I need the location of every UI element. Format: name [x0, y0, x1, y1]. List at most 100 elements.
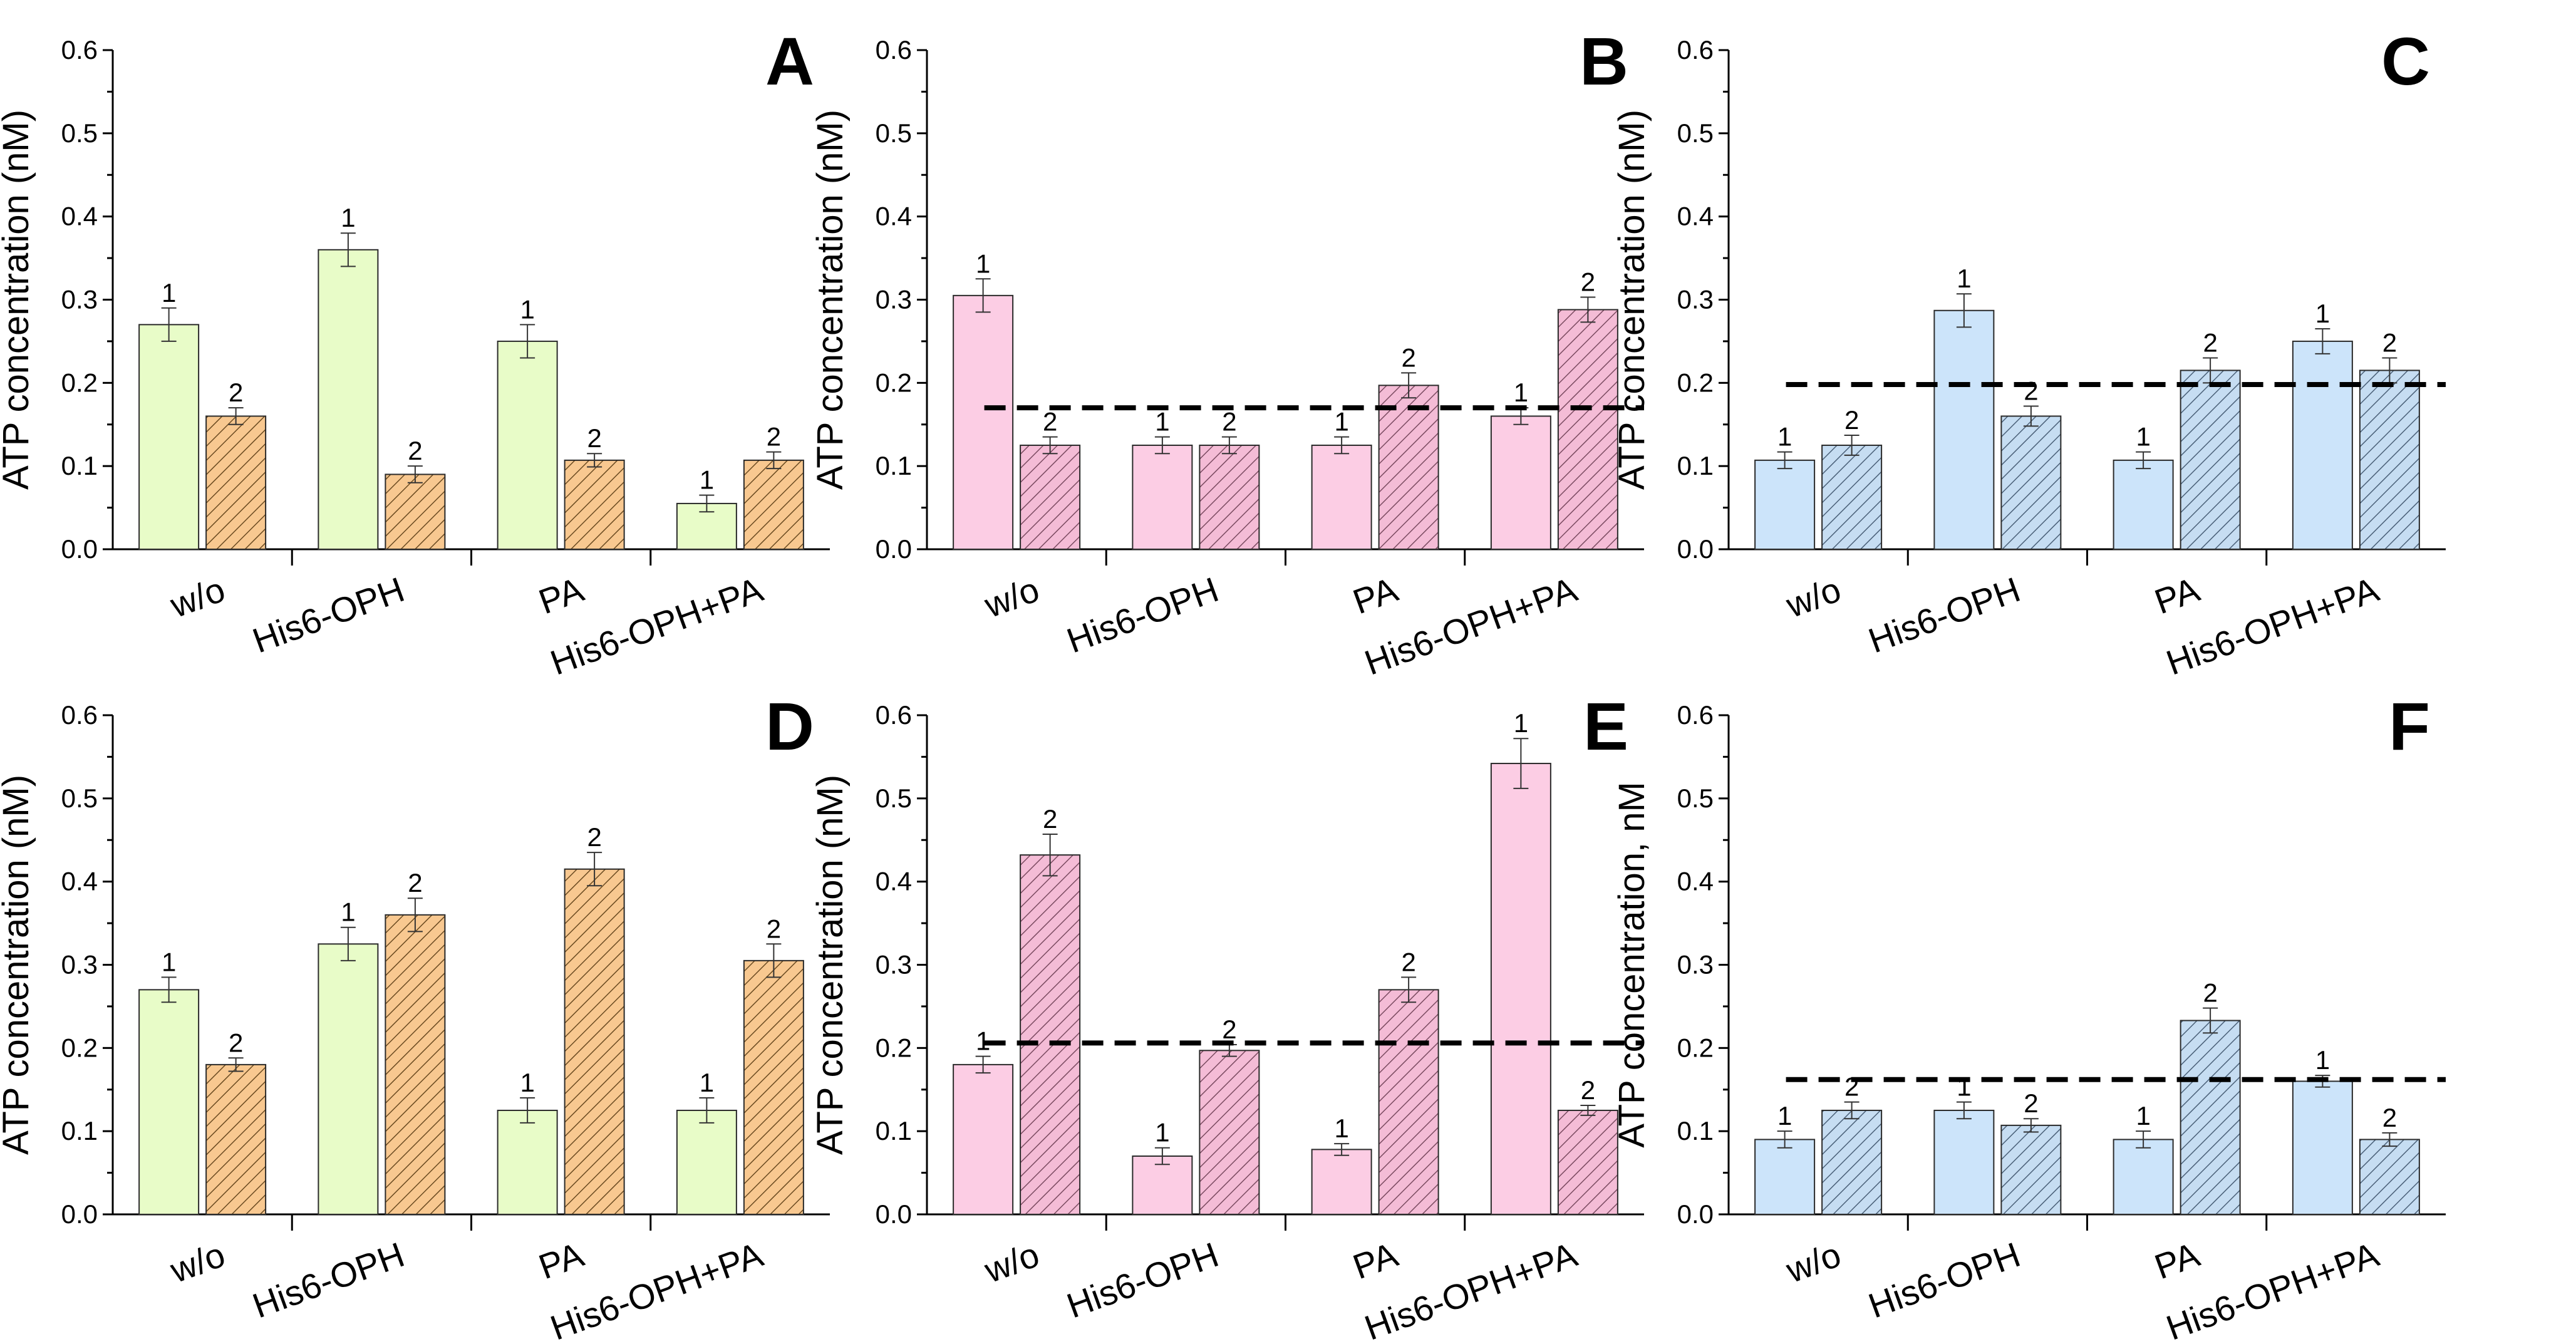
bar-series-label: 2: [1043, 804, 1057, 834]
bar-series-2: [1557, 1109, 1618, 1216]
category-label: His6-OPH: [247, 1234, 409, 1325]
bar-series-1: [2292, 1080, 2353, 1216]
bar-series-label: 2: [408, 436, 422, 465]
bar-series-2: [2180, 370, 2241, 550]
bar-series-label: 1: [976, 1026, 990, 1056]
bar-series-label: 1: [341, 203, 355, 232]
panel-letter: E: [1583, 688, 1628, 764]
bar-series-2: [1199, 1050, 1260, 1216]
y-tick-label: 0.4: [876, 867, 912, 896]
bar-series-label: 1: [700, 465, 714, 495]
bar-series-label: 2: [1043, 407, 1057, 437]
bar-series-label: 1: [1334, 1114, 1348, 1143]
y-tick-label: 0.1: [876, 1116, 912, 1145]
y-tick-label: 0.4: [1677, 202, 1714, 231]
y-tick-label: 0.6: [61, 35, 98, 65]
category-label: His6-OPH: [1062, 1234, 1223, 1325]
bar-series-1: [953, 294, 1014, 550]
bar-series-label: 2: [1581, 267, 1595, 297]
bar-series-label: 2: [1222, 1015, 1236, 1044]
bar-series-1: [676, 1109, 737, 1216]
panel-b: 0.0 0.1 0.2 0.3 0.4 0.5 0.6 ATP concentration (…: [810, 23, 1644, 683]
y-tick-label: 0.3: [61, 285, 98, 314]
y-axis-label: ATP concentration (nM): [810, 110, 851, 490]
y-tick-label: 0.5: [61, 118, 98, 148]
bar-series-2: [564, 459, 625, 551]
y-axis-label: ATP concentration (nM): [0, 775, 36, 1155]
category-label: w/o: [979, 1234, 1044, 1290]
bar-series-1: [2292, 340, 2353, 551]
bar-series-label: 2: [229, 378, 243, 407]
bar-series-label: 1: [162, 278, 176, 308]
bar-series-label: 2: [2024, 1088, 2038, 1118]
bar-series-1: [1132, 444, 1193, 550]
y-tick-label: 0.0: [61, 1199, 98, 1229]
y-tick-label: 0.5: [61, 783, 98, 813]
bar-series-2: [205, 415, 267, 551]
category-label: PA: [534, 569, 589, 622]
bar-series-label: 1: [1334, 407, 1348, 437]
bar-series-2: [2359, 1139, 2420, 1215]
panel-f: 0.0 0.1 0.2 0.3 0.4 0.5 0.6 ATP concentration, …: [1611, 688, 2446, 1344]
panel-letter: F: [2389, 688, 2430, 764]
bar-series-2: [385, 914, 446, 1216]
bar-series-1: [138, 989, 200, 1215]
y-tick-label: 0.4: [61, 867, 98, 896]
y-tick-label: 0.5: [876, 783, 912, 813]
y-tick-label: 0.0: [876, 1199, 912, 1229]
y-tick-label: 0.0: [876, 534, 912, 564]
bar-series-2: [385, 473, 446, 551]
bar-series-label: 1: [520, 294, 534, 324]
y-tick-label: 0.3: [876, 950, 912, 980]
bar-series-label: 1: [1155, 407, 1169, 437]
bar-series-label: 1: [1957, 264, 1971, 293]
category-label: His6-OPH: [1863, 569, 2025, 660]
y-tick-label: 0.6: [1677, 35, 1714, 65]
panel-e: 0.0 0.1 0.2 0.3 0.4 0.5 0.6 ATP concentration (…: [810, 688, 1644, 1344]
bar-series-label: 1: [162, 947, 176, 976]
bar-series-2: [1821, 444, 1883, 550]
bar-series-label: 1: [1777, 1101, 1792, 1130]
category-label: PA: [2149, 569, 2205, 622]
y-tick-label: 0.3: [61, 950, 98, 980]
bar-series-label: 2: [587, 822, 601, 852]
y-tick-label: 0.2: [876, 1033, 912, 1062]
bar-series-1: [1490, 763, 1551, 1215]
y-tick-label: 0.2: [61, 1033, 98, 1062]
bar-series-label: 1: [2315, 299, 2330, 328]
bar-series-label: 2: [2382, 328, 2397, 357]
y-tick-label: 0.1: [61, 1116, 98, 1145]
category-label: His6-OPH: [1062, 569, 1223, 660]
bar-series-2: [2000, 415, 2062, 551]
y-tick-label: 0.0: [1677, 534, 1714, 564]
bar-series-2: [2359, 370, 2420, 550]
bar-series-1: [138, 324, 200, 550]
y-tick-label: 0.4: [876, 202, 912, 231]
y-axis-label: ATP concentration (nM): [1611, 110, 1652, 490]
y-tick-label: 0.0: [61, 534, 98, 564]
category-label: w/o: [1781, 569, 1846, 625]
y-tick-label: 0.1: [1677, 1116, 1714, 1145]
category-label: PA: [1348, 569, 1403, 622]
bar-series-1: [2113, 459, 2174, 551]
bar-series-label: 1: [1777, 422, 1792, 452]
panel-a: 0.0 0.1 0.2 0.3 0.4 0.5 0.6 ATP concentration (…: [0, 23, 830, 683]
bar-series-2: [743, 959, 804, 1215]
category-label: w/o: [1781, 1234, 1846, 1290]
y-tick-label: 0.5: [1677, 783, 1714, 813]
bar-series-label: 2: [767, 914, 781, 943]
bar-series-label: 2: [2024, 376, 2038, 406]
bar-series-label: 2: [1401, 343, 1415, 372]
bar-series-label: 2: [2203, 328, 2217, 357]
y-tick-label: 0.2: [1677, 368, 1714, 397]
bar-series-label: 1: [1155, 1118, 1169, 1147]
bar-series-1: [1754, 459, 1816, 551]
category-label: PA: [534, 1234, 589, 1287]
bar-series-label: 2: [1222, 407, 1236, 437]
category-label: w/o: [979, 569, 1044, 625]
bar-series-label: 2: [2203, 978, 2217, 1008]
bar-series-label: 2: [587, 423, 601, 453]
y-tick-label: 0.5: [1677, 118, 1714, 148]
y-axis-label: ATP concentration, nM: [1611, 782, 1652, 1148]
y-axis-label: ATP concentration (nM): [0, 110, 36, 490]
